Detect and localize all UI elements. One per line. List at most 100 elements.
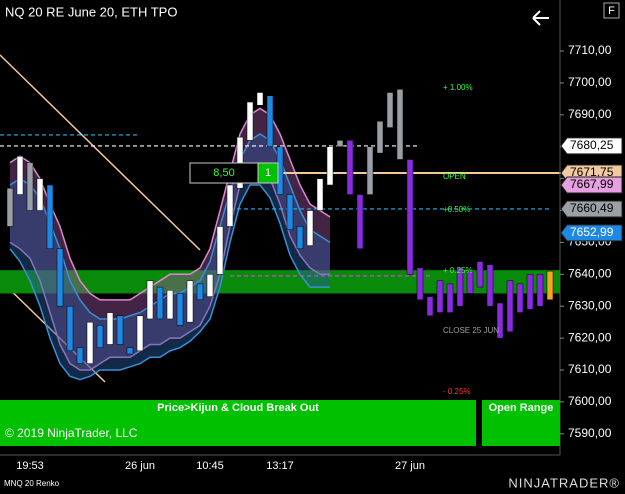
x-tick-label: 27 jun: [395, 460, 425, 472]
signal-bar: [0, 400, 476, 446]
renko-brick: [306, 210, 314, 246]
price-marker: [560, 224, 623, 242]
copyright: © 2019 NinjaTrader, LLC: [5, 426, 138, 440]
signal-label: Open Range: [489, 402, 554, 414]
position-qty: 1: [265, 167, 271, 179]
renko-brick: [6, 187, 14, 227]
y-tick-label: 7610,00: [568, 362, 612, 376]
back-arrow[interactable]: [532, 10, 549, 26]
annotation: +0.50%: [443, 205, 470, 214]
price-marker-label: 7680,25: [570, 138, 614, 152]
back-button[interactable]: [532, 10, 549, 26]
renko-brick: [386, 92, 394, 128]
menu-label[interactable]: F: [608, 5, 615, 17]
band-lower: [9, 184, 330, 381]
renko-brick: [66, 305, 74, 352]
trend-line: [0, 54, 201, 251]
renko-brick: [196, 283, 204, 301]
renko-brick: [176, 293, 184, 326]
y-tick-label: 7590,00: [568, 426, 612, 440]
renko-brick: [116, 315, 124, 345]
renko-brick: [546, 270, 554, 301]
renko-brick: [296, 226, 304, 250]
renko-brick: [206, 274, 214, 297]
renko-brick: [536, 274, 544, 307]
y-tick-label: 7630,00: [568, 298, 612, 312]
renko-brick: [406, 159, 414, 275]
renko-brick: [446, 283, 454, 313]
renko-brick: [516, 283, 524, 313]
renko-brick: [486, 264, 494, 307]
renko-brick: [316, 178, 324, 211]
renko-brick: [266, 95, 274, 147]
trend-line: [0, 279, 106, 383]
renko-brick: [126, 347, 134, 355]
renko-brick: [106, 312, 114, 345]
band-area: [10, 133, 330, 380]
renko-brick: [246, 101, 254, 141]
price-marker-label: 7652,99: [570, 225, 614, 239]
annotation: + 0.25%: [443, 266, 473, 275]
renko-brick: [526, 274, 534, 310]
renko-brick: [436, 280, 444, 313]
renko-brick: [456, 267, 464, 307]
renko-brick: [416, 267, 424, 301]
renko-brick: [166, 290, 174, 320]
renko-brick: [336, 140, 344, 147]
renko-brick: [466, 270, 474, 294]
renko-brick: [476, 261, 484, 288]
y-tick-label: 7620,00: [568, 330, 612, 344]
band-area: [10, 108, 330, 370]
price-marker-label: 7667,99: [570, 177, 614, 191]
renko-brick: [426, 296, 434, 317]
menu-button[interactable]: [603, 2, 620, 19]
y-tick-label: 7600,00: [568, 394, 612, 408]
price-marker-label: 7660,49: [570, 201, 614, 215]
annotation: CLOSE 25 JUN: [443, 326, 499, 335]
price-marker: [560, 200, 623, 218]
instrument-label: MNQ 20 Renko: [4, 479, 60, 488]
renko-brick: [216, 226, 224, 275]
renko-brick: [326, 146, 334, 186]
renko-brick: [36, 178, 44, 211]
renko-brick: [226, 184, 234, 227]
price-marker: [560, 176, 623, 194]
signal-label: Price>Kijun & Cloud Break Out: [157, 402, 319, 414]
y-tick-label: 7710,00: [568, 43, 612, 57]
annotation: - 0.25%: [443, 387, 471, 396]
renko-brick: [46, 184, 54, 250]
x-tick-label: 19:53: [16, 460, 44, 472]
position-qty-box[interactable]: [257, 162, 279, 184]
renko-brick: [56, 248, 64, 307]
x-tick-label: 26 jun: [125, 460, 155, 472]
renko-brick: [16, 156, 24, 195]
position-price: 8,50: [213, 167, 234, 179]
renko-brick: [96, 325, 104, 348]
y-tick-label: 7700,00: [568, 75, 612, 89]
band-lower: [9, 165, 330, 371]
x-tick-label: 10:45: [196, 460, 224, 472]
renko-brick: [286, 194, 294, 230]
logo: NINJATRADER®: [508, 475, 620, 490]
renko-brick: [396, 89, 404, 160]
renko-brick: [376, 120, 384, 154]
renko-brick: [86, 321, 94, 364]
annotation: OPEN: [443, 172, 466, 181]
renko-brick: [156, 286, 164, 320]
renko-brick: [146, 280, 154, 320]
chart-title: NQ 20 RE June 20, ETH TPO: [5, 4, 177, 19]
renko-brick: [366, 146, 374, 195]
price-marker-label: 7671,75: [570, 165, 614, 179]
price-marker: [560, 137, 623, 155]
renko-brick: [496, 302, 504, 339]
renko-brick: [346, 140, 354, 195]
renko-brick: [356, 194, 364, 250]
renko-brick: [506, 280, 514, 332]
renko-brick: [26, 162, 34, 211]
signal-bar: [482, 400, 560, 446]
renko-brick: [186, 280, 194, 323]
annotation: + 1.00%: [443, 83, 473, 92]
x-tick-label: 13:17: [266, 460, 294, 472]
y-tick-label: 7690,00: [568, 107, 612, 121]
